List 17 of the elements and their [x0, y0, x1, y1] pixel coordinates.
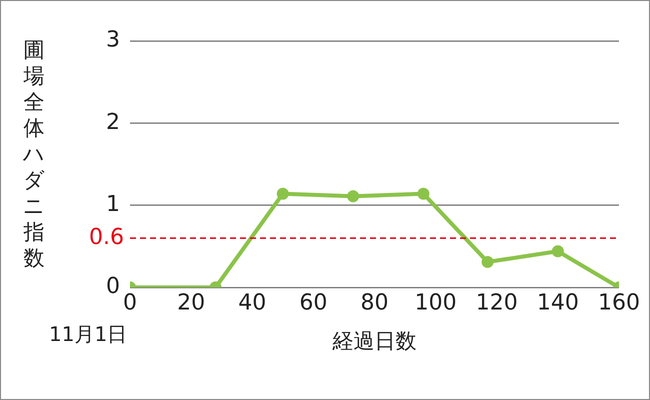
x-tick-label: 80: [360, 290, 388, 316]
x-tick-label: 0: [122, 290, 137, 316]
ref-line-label: 0.6: [88, 224, 124, 250]
y-tick-label: 0: [106, 274, 120, 300]
text: 11月1日: [49, 321, 128, 348]
x-tick-label: 60: [299, 290, 328, 316]
x-tick-label: 140: [536, 290, 579, 316]
y-tick-label: 3: [106, 28, 120, 53]
x-axis-title: 経過日数: [332, 330, 416, 354]
x-tick-label: 100: [414, 290, 457, 316]
y-tick-label: 1: [106, 192, 120, 217]
y-tick-label: 2: [106, 110, 120, 135]
text: 圃場全体ハダニ指数: [23, 38, 45, 270]
x-tick-label: 40: [238, 290, 266, 316]
x-tick-label: 20: [177, 290, 206, 316]
x-tick-label: 120: [476, 290, 518, 316]
x-tick-label: 160: [598, 290, 640, 316]
